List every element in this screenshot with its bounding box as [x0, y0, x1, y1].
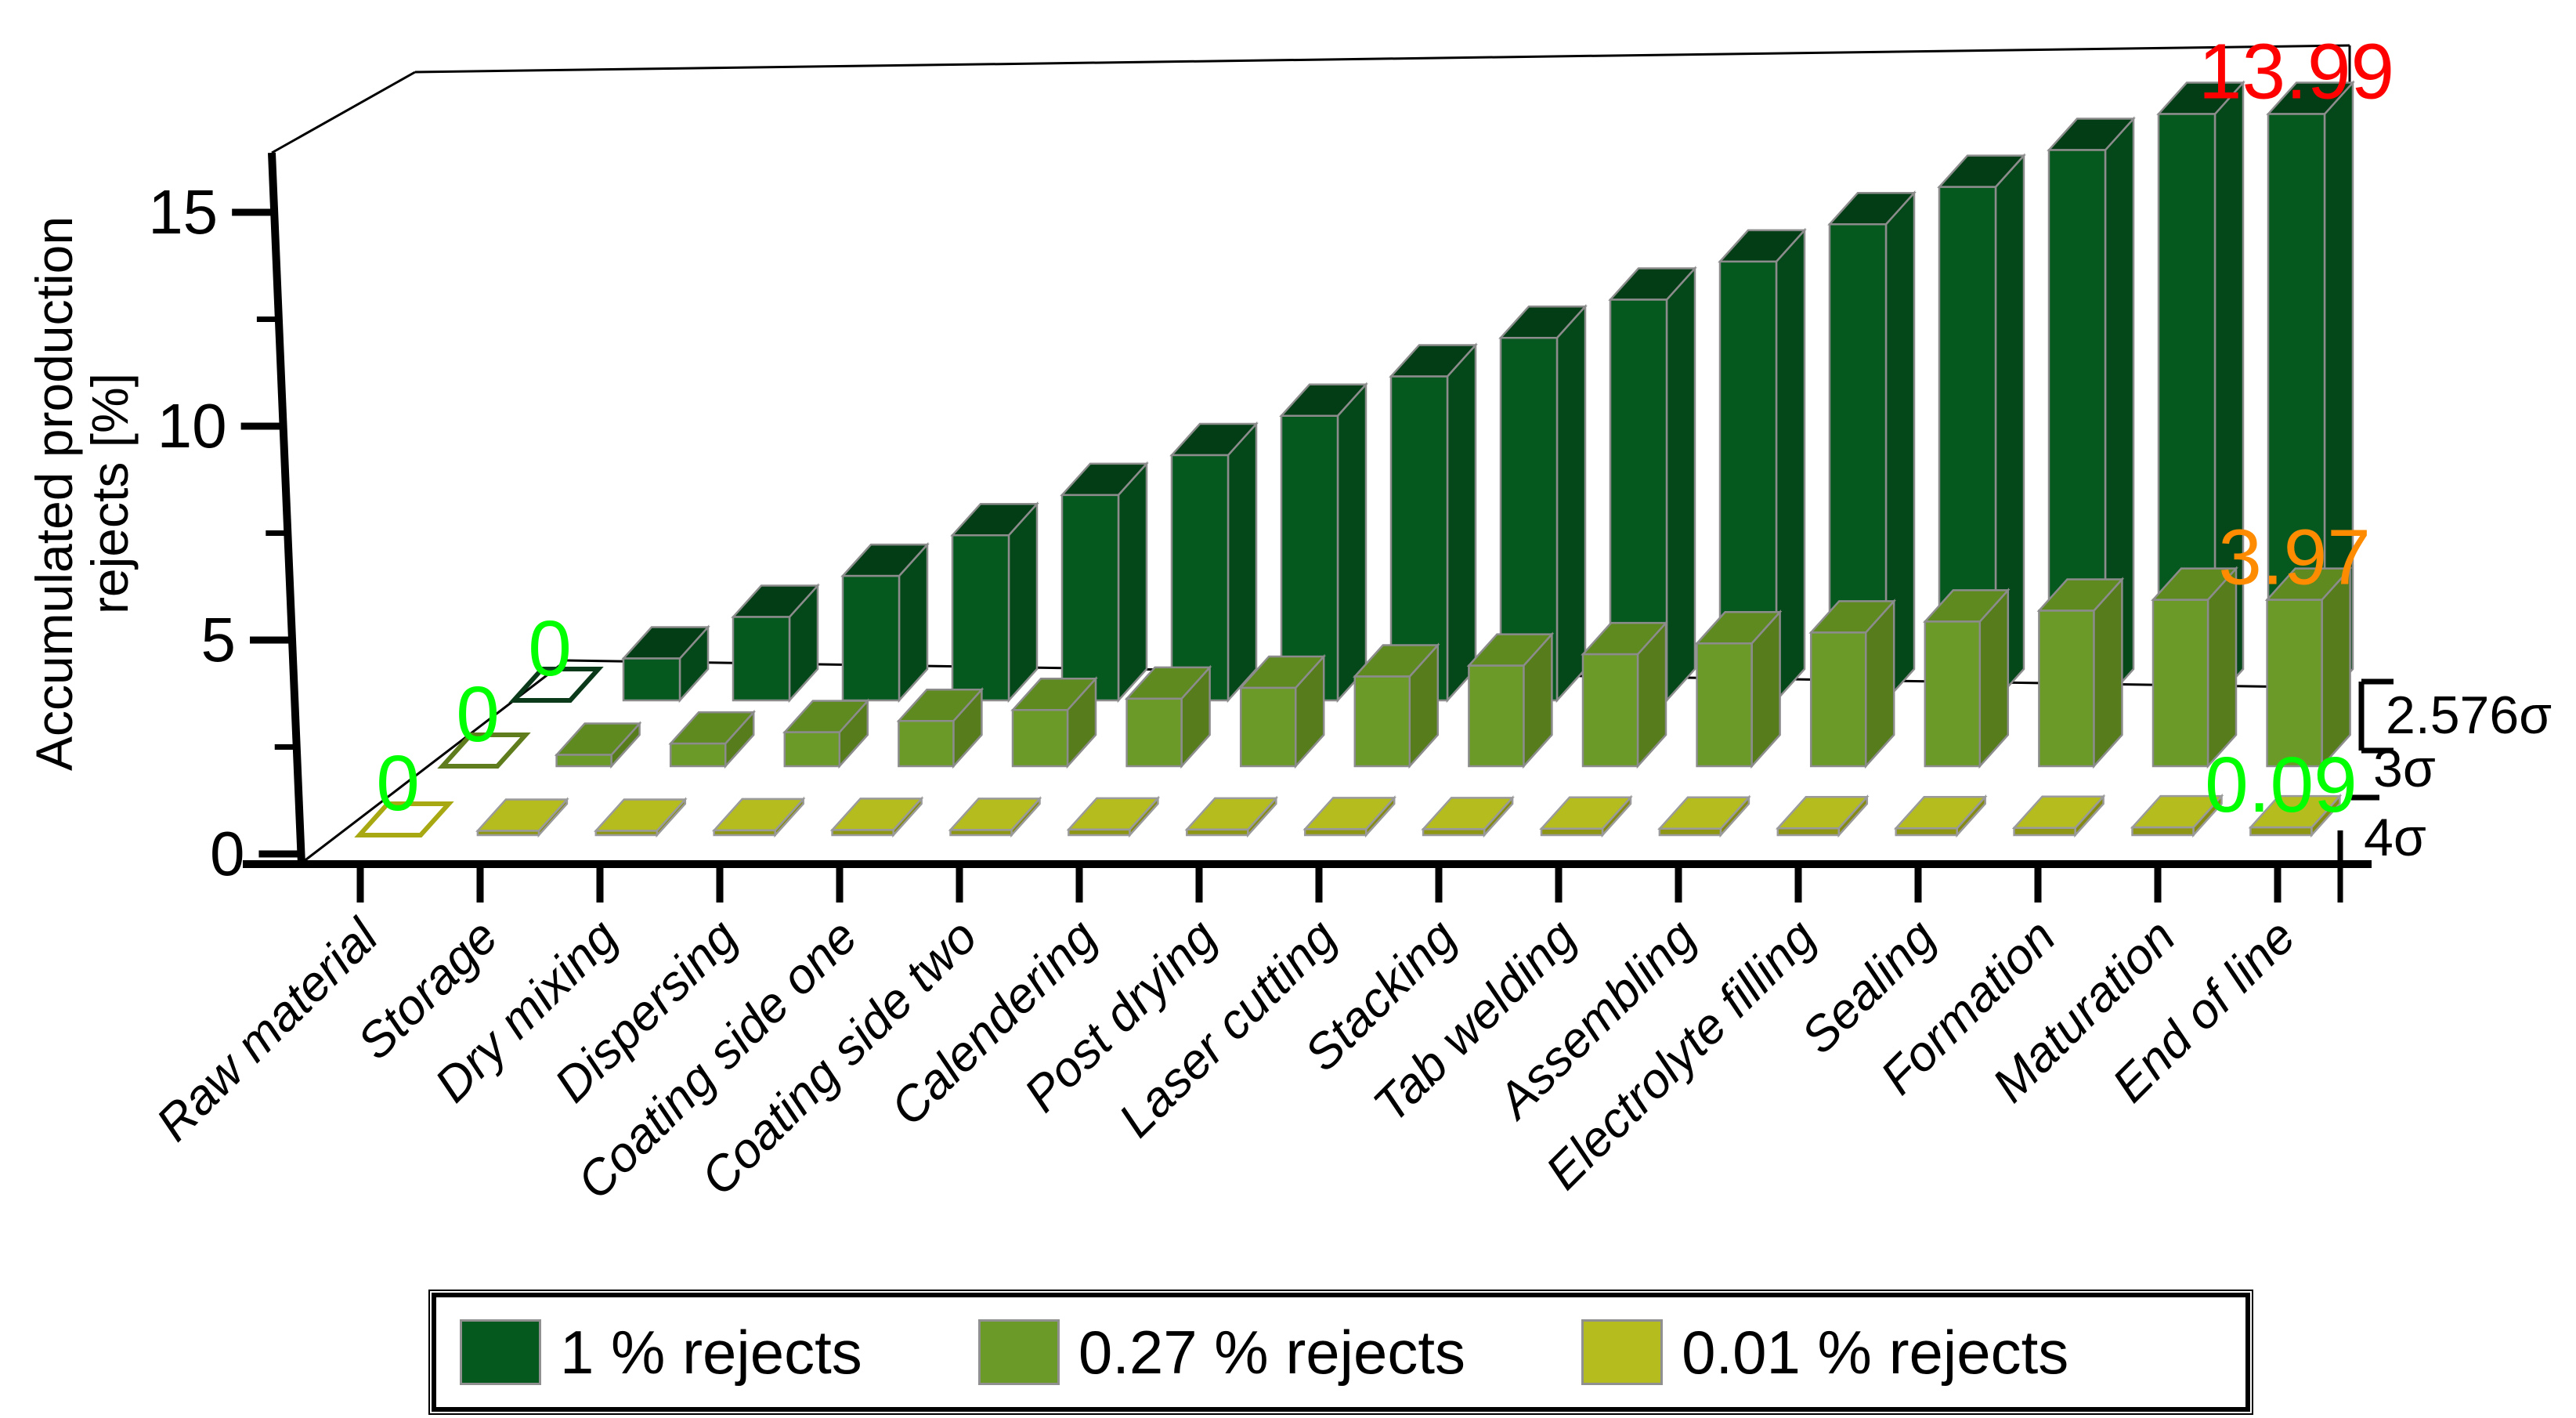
bar-front-face	[1499, 336, 1559, 702]
legend-swatch-027pct	[977, 1319, 1060, 1385]
bar-top-face	[1184, 797, 1279, 831]
bar-front-face	[732, 616, 791, 702]
bar-front-face	[1239, 686, 1297, 768]
bar-front-face	[783, 731, 841, 768]
bar-front-face	[1280, 414, 1339, 702]
bar-front-face	[1924, 620, 1982, 768]
bar-side-face	[1665, 266, 1696, 704]
legend-label: 0.27 % rejects	[1078, 1317, 1466, 1387]
sigma-label: 3σ	[2373, 739, 2436, 798]
bar-front-face	[1125, 697, 1183, 768]
annotation-final-value: 13.99	[2198, 28, 2394, 116]
sigma-label: 4σ	[2364, 808, 2426, 867]
legend-label: 1 % rejects	[560, 1317, 862, 1387]
bar-top-face	[1302, 797, 1397, 830]
annotation-final-value: 3.97	[2218, 514, 2371, 602]
bar-front-face	[2013, 827, 2076, 837]
bar-front-face	[1895, 827, 1958, 837]
y-axis-title: Accumulated production	[25, 216, 83, 771]
bar-front-face	[669, 742, 727, 768]
bar-front-face	[1809, 631, 1867, 768]
bar-front-face	[713, 829, 776, 837]
legend-swatch-001pct	[1581, 1319, 1664, 1385]
bar-front-face	[2038, 610, 2095, 768]
legend-label: 0.01 % rejects	[1682, 1317, 2069, 1387]
sigma-label: 2.576σ	[2386, 685, 2552, 745]
bar-top-face	[475, 798, 569, 832]
legend-entry: 0.01 % rejects	[1581, 1317, 2068, 1388]
frame-top-left-edge	[271, 71, 416, 154]
legend-entry: 1 % rejects	[460, 1317, 862, 1388]
bar-front-face	[1170, 454, 1230, 702]
bar-front-face	[1186, 828, 1249, 837]
bar-front-face	[1389, 375, 1449, 702]
bar-front-face	[841, 574, 901, 702]
bar-top-face	[1066, 797, 1161, 831]
annotation-final-value: 0.09	[2205, 741, 2357, 829]
bar-front-face	[1060, 494, 1120, 702]
bar-side-face	[1446, 342, 1477, 704]
bar-front-face	[1303, 828, 1367, 837]
bar-front-face	[949, 829, 1013, 837]
y-axis-title: rejects [%]	[81, 373, 139, 614]
bar-front-face	[1011, 709, 1069, 768]
annotation-zero: 0	[456, 671, 500, 758]
bar-front-face	[951, 534, 1010, 702]
y-tick-label: 15	[148, 177, 218, 247]
bar-front-face	[831, 829, 894, 837]
bar-front-face	[1540, 827, 1604, 837]
bar-top-face	[593, 798, 688, 832]
bar-top-face	[829, 798, 924, 831]
bar-front-face	[1353, 675, 1411, 768]
bar-front-face	[1776, 827, 1841, 837]
bar-side-face	[1117, 461, 1148, 704]
y-tick-label: 0	[210, 819, 245, 888]
bar-front-face	[1696, 642, 1753, 768]
annotation-zero: 0	[376, 740, 420, 827]
legend-swatch-1pct	[460, 1319, 541, 1385]
bar-front-face	[1068, 828, 1131, 837]
bar-front-face	[1581, 653, 1639, 768]
annotation-zero: 0	[528, 605, 572, 693]
bar-front-face	[1422, 828, 1486, 837]
bar-top-face	[1539, 796, 1633, 830]
zero-bar-outline	[437, 733, 531, 769]
bar-side-face	[1007, 501, 1039, 704]
bar-front-face	[898, 719, 955, 768]
bar-front-face	[555, 754, 612, 768]
bar-front-face	[622, 657, 681, 702]
y-tick-label: 5	[201, 605, 237, 675]
bar-front-face	[476, 830, 540, 837]
zero-bar-outline	[508, 667, 604, 703]
bar-top-face	[711, 798, 806, 832]
bar-top-face	[1657, 796, 1751, 830]
bar-front-face	[2266, 599, 2323, 768]
bar-front-face	[1658, 827, 1722, 837]
bar-front-face	[1468, 664, 1525, 768]
legend: 1 % rejects 0.27 % rejects 0.01 % reject…	[428, 1290, 2253, 1415]
frame-top-edge	[414, 44, 2350, 74]
bar-front-face	[2151, 599, 2209, 768]
bar-front-face	[2249, 826, 2313, 837]
bar-front-face	[594, 830, 659, 837]
bar-front-face	[2131, 826, 2195, 837]
bar-side-face	[1227, 421, 1258, 704]
zero-bar-outline	[354, 801, 454, 837]
y-tick-label: 10	[157, 391, 227, 461]
bar-top-face	[1775, 796, 1870, 830]
y-axis	[268, 152, 305, 865]
bar-top-face	[1421, 797, 1515, 830]
bar-top-face	[2011, 795, 2106, 829]
legend-entry: 0.27 % rejects	[977, 1317, 1466, 1388]
bar-side-face	[1555, 303, 1587, 704]
bar-top-face	[948, 798, 1042, 831]
bar-top-face	[1893, 796, 1988, 830]
bar-side-face	[1336, 382, 1367, 704]
